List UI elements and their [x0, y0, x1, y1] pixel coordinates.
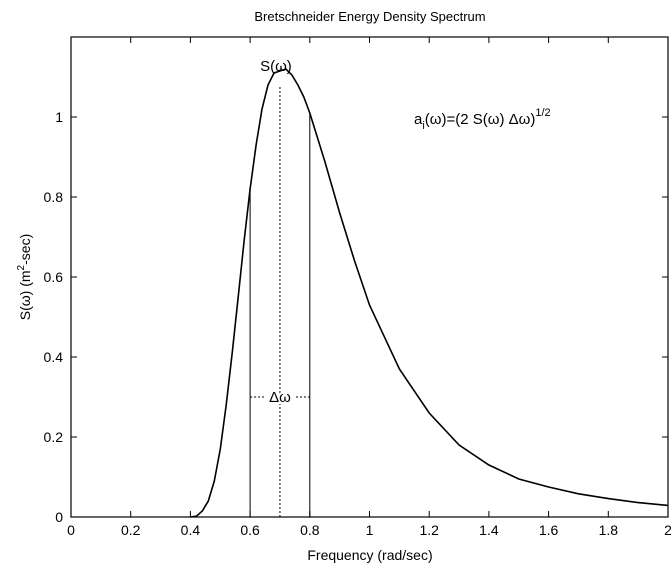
- x-tick-label: 0.4: [181, 522, 201, 538]
- x-tick-label: 1: [366, 522, 374, 538]
- y-axis-label-sup: 2: [16, 264, 27, 270]
- x-tick-label: 0.2: [121, 522, 141, 538]
- peak-label: S(ω): [260, 58, 292, 75]
- y-axis-label-pre: S(ω) (m: [17, 270, 33, 320]
- y-tick-label: 1: [55, 109, 63, 125]
- formula-sup: 1/2: [535, 107, 550, 119]
- y-tick-label: 0.2: [44, 429, 64, 445]
- spectrum-curve: [190, 68, 669, 518]
- x-tick-label: 0: [67, 522, 75, 538]
- x-tick-label: 0.8: [300, 522, 320, 538]
- formula-mid: (ω)=(2 S(ω) Δω): [425, 111, 536, 128]
- y-tick-label: 0.8: [44, 189, 64, 205]
- formula-sub: i: [422, 120, 424, 132]
- formula-a: a: [414, 111, 423, 128]
- x-tick-label: 1.2: [419, 522, 439, 538]
- x-tick-label: 2: [664, 522, 671, 538]
- y-tick-label: 0.6: [44, 269, 64, 285]
- x-tick-label: 1.6: [539, 522, 559, 538]
- plot-area: 0 0.2 0.4 0.6 0.8 1 1.2 1.4 1.6 1.8 2 0 0.2 0.4 0.6 0.8…: [44, 36, 671, 538]
- y-axis-label: S(ω) (m2-sec): [16, 234, 33, 321]
- x-tick-label: 0.6: [240, 522, 260, 538]
- formula-annotation: ai(ω)=(2 S(ω) Δω)1/2: [414, 107, 551, 132]
- chart-title: Bretschneider Energy Density Spectrum: [254, 9, 485, 24]
- y-tick-label: 0: [55, 509, 63, 525]
- y-axis-label-post: -sec): [17, 234, 33, 265]
- delta-label: Δω: [269, 389, 291, 406]
- x-axis-label: Frequency (rad/sec): [307, 547, 432, 563]
- plot-frame: [70, 36, 669, 518]
- y-tick-label: 0.4: [44, 349, 64, 365]
- x-tick-label: 1.8: [599, 522, 619, 538]
- x-tick-label: 1.4: [479, 522, 499, 538]
